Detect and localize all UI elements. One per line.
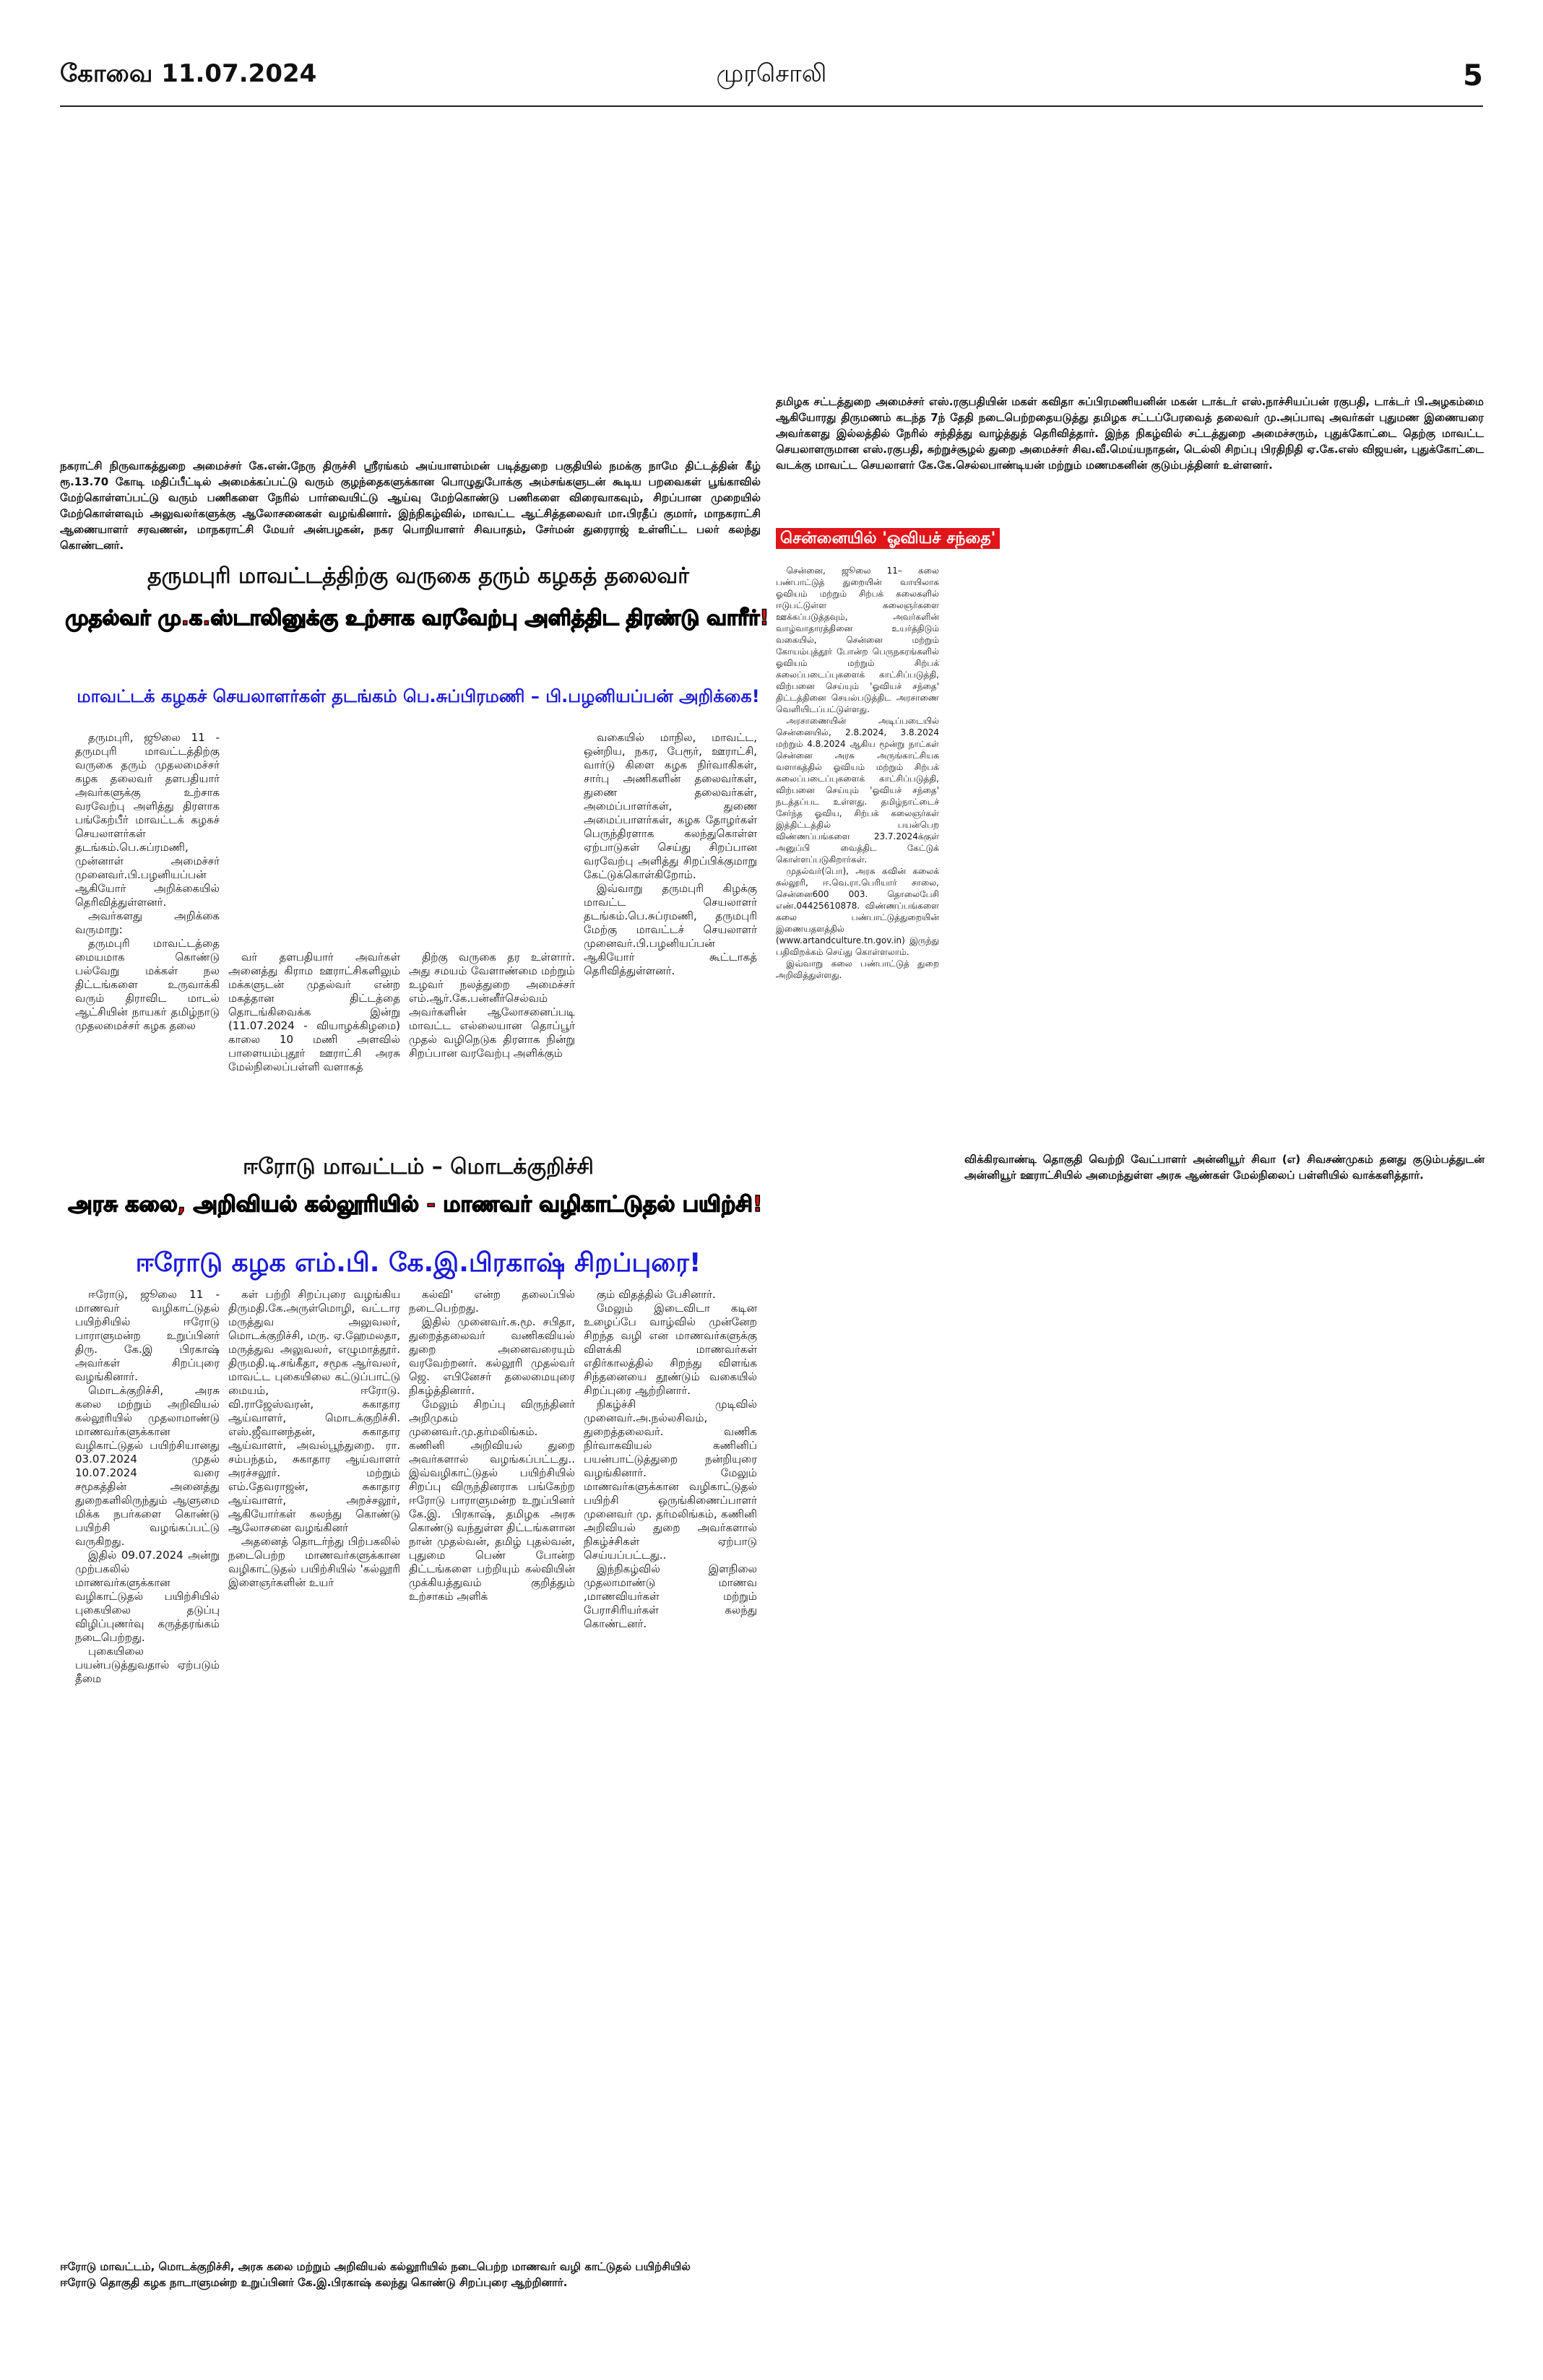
caption-line: ஈரோடு தொகுதி கழக நாடாளுமன்ற உறுப்பினர் க…: [60, 2276, 568, 2289]
paragraph: கல்வி' என்ற தலைப்பில் நடைபெற்றது.: [409, 1288, 575, 1315]
paragraph: நிகழ்ச்சி முடிவில் முனைவர்.அ.நல்லசிவம், …: [584, 1398, 757, 1562]
column: திற்கு வருகை தர உள்ளார். அது சமயம் வேளாண…: [409, 951, 575, 1124]
chennai-heading: சென்னையில் 'ஓவியச் சந்தை': [776, 528, 1000, 549]
headline: அரசு கலை, அறிவியல் கல்லூரியில் - மாணவர் …: [68, 1191, 764, 1218]
paragraph: வர் தளபதியார் அவர்கள் அனைத்து கிராம ஊராட…: [228, 951, 400, 1073]
column: தருமபுரி, ஜூலை 11 - தருமபுரி மாவட்டத்திற…: [75, 731, 220, 1125]
paragraph: அதனைத் தொடர்ந்து பிற்பகலில் நடைபெற்ற மாண…: [228, 1535, 400, 1589]
subheadline: மாவட்டக் கழகச் செயலாளர்கள் தடங்கம் பெ.சு…: [77, 686, 760, 706]
chennai-heading-box: சென்னையில் 'ஓவியச் சந்தை': [776, 528, 1000, 550]
photo-caption: தமிழக சட்டத்துறை அமைச்சர் எஸ்.ரகுபதியின்…: [776, 395, 1484, 472]
paragraph: புகையிலை பயன்படுத்துவதால் ஏற்படும் தீமை: [75, 1645, 220, 1685]
paragraph: இதில் 09.07.2024 அன்று முற்பகலில் மாணவர்…: [75, 1549, 220, 1644]
subheadline: ஈரோடு கழக எம்.பி. கே.இ.பிரகாஷ் சிறப்புரை…: [135, 1248, 701, 1278]
bottom-caption: ஈரோடு மாவட்டம், மொடக்குறிச்சி, அரசு கலை …: [60, 2259, 855, 2290]
paragraph: தருமபுரி மாவட்டத்தை மையமாக கொண்டு பல்வேற…: [75, 937, 220, 1032]
page-number: 5: [1463, 59, 1483, 92]
paragraph: மேலும் சிறப்பு விருந்தினர் அறிமுகம் முனை…: [409, 1398, 575, 1603]
paper-name: முரசொலி: [716, 59, 827, 88]
column: கும் விதத்தில் பேசினார். மேலும் இடைவிடா க…: [584, 1288, 757, 1786]
paragraph: முதல்வர்(பொ), அரசு கவின் கலைக் கல்லூரி, …: [776, 866, 939, 957]
paragraph: மேலும் இடைவிடா கடின உழைப்பே வாழ்வில் முன…: [584, 1302, 757, 1397]
paragraph: ஈரோடு, ஜூலை 11 - மாணவர் வழிகாட்டுதல் பயி…: [75, 1288, 220, 1383]
paragraph: வகையில் மாநில, மாவட்ட, ஒன்றிய, நகர, பேரூ…: [584, 731, 757, 881]
column: வர் தளபதியார் அவர்கள் அனைத்து கிராம ஊராட…: [228, 951, 400, 1124]
column: கள் பற்றி சிறப்புரை வழங்கிய திருமதி.கே.அ…: [228, 1288, 400, 1786]
kicker: ஈரோடு மாவட்டம் – மொடக்குறிச்சி: [243, 1154, 594, 1180]
paragraph: இவ்வாறு கலை பண்பாட்டுத் துறை அறிவித்துள்…: [776, 959, 939, 980]
paragraph: அரசாணையின் அடிப்படையில் சென்னையில், 2.8.…: [776, 716, 939, 865]
paragraph: கும் விதத்தில் பேசினார்.: [597, 1288, 716, 1301]
header-rule: [60, 105, 1483, 107]
photo-caption: விக்கிரவாண்டி தொகுதி வெற்றி வேட்பாளர் அன…: [964, 1153, 1484, 1182]
caption-line: ஈரோடு மாவட்டம், மொடக்குறிச்சி, அரசு கலை …: [60, 2260, 691, 2273]
paragraph: அவர்களது அறிக்கை வருமாறு:: [75, 909, 220, 936]
photo-caption: நகராட்சி நிருவாகத்துறை அமைச்சர் கே.என்.ந…: [60, 459, 761, 552]
paragraph: இதில் முனைவர்.க.மூ. சபிதா, துறைத்தலைவர் …: [409, 1315, 575, 1397]
paragraph: திற்கு வருகை தர உள்ளார். அது சமயம் வேளாண…: [409, 951, 575, 1060]
column: ஈரோடு, ஜூலை 11 - மாணவர் வழிகாட்டுதல் பயி…: [75, 1288, 220, 1786]
paragraph: மொடக்குறிச்சி, அரசு கலை மற்றும் அறிவியல்…: [75, 1384, 220, 1548]
paragraph: சென்னை, ஜூலை 11– கலை பண்பாட்டுத் துறையின…: [776, 566, 939, 714]
edition: கோவை 11.07.2024: [60, 59, 317, 88]
paragraph: தருமபுரி, ஜூலை 11 - தருமபுரி மாவட்டத்திற…: [75, 731, 220, 909]
column: வகையில் மாநில, மாவட்ட, ஒன்றிய, நகர, பேரூ…: [584, 731, 757, 1125]
kicker: தருமபுரி மாவட்டத்திற்கு வருகை தரும் கழகத…: [147, 563, 689, 589]
paragraph: இவ்வாறு தருமபுரி கிழக்கு மாவட்ட செயலாளர்…: [584, 882, 757, 977]
paragraph: கள் பற்றி சிறப்புரை வழங்கிய திருமதி.கே.அ…: [228, 1288, 400, 1534]
headline: முதல்வர் மு.க.ஸ்டாலினுக்கு உற்சாக வரவேற்…: [65, 605, 770, 631]
column: கல்வி' என்ற தலைப்பில் நடைபெற்றது. இதில் ம…: [409, 1288, 575, 1786]
paragraph: இந்நிகழ்வில் இளநிலை முதலாமாண்டு மாணவ ,மா…: [584, 1562, 757, 1630]
chennai-column: சென்னை, ஜூலை 11– கலை பண்பாட்டுத் துறையின…: [776, 565, 939, 1070]
